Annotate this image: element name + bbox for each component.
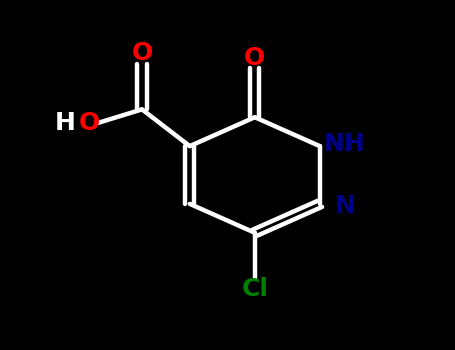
Text: O: O (78, 111, 100, 135)
Text: Cl: Cl (241, 278, 268, 301)
Text: O: O (244, 46, 265, 70)
Text: N: N (334, 194, 355, 218)
Text: O: O (131, 41, 152, 65)
Text: H: H (55, 111, 76, 135)
Text: NH: NH (324, 132, 366, 156)
